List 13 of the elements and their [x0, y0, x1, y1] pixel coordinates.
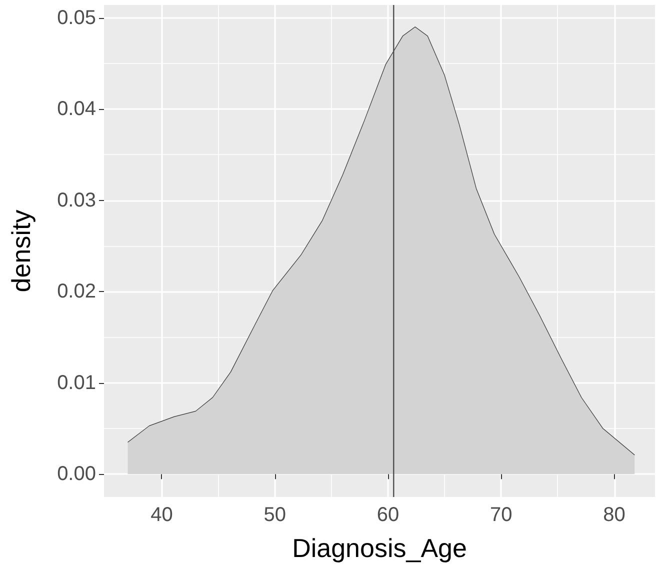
y-tick-label: 0.00	[57, 463, 96, 486]
y-tick-label: 0.03	[57, 189, 96, 212]
x-tick-label: 60	[376, 504, 400, 526]
x-tick-label: 40	[150, 504, 173, 526]
y-tick-label: 0.02	[57, 280, 96, 303]
x-tick-label: 70	[490, 504, 512, 526]
y-tick-label: 0.01	[57, 372, 96, 394]
x-tick-label: 80	[603, 504, 626, 526]
y-tick-label: 0.04	[57, 98, 96, 120]
x-axis-title: Diagnosis_Age	[292, 533, 467, 563]
y-tick-label: 0.05	[57, 6, 96, 29]
x-tick-label: 50	[264, 504, 286, 526]
y-axis-title: density	[6, 210, 36, 292]
